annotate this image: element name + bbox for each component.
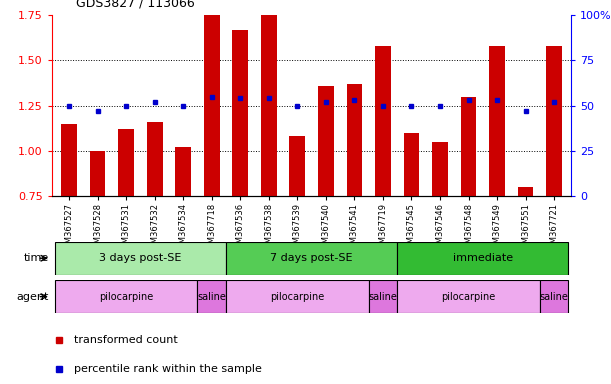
Text: GDS3827 / 113066: GDS3827 / 113066 — [76, 0, 195, 10]
Bar — [461, 97, 477, 196]
Text: pilocarpine: pilocarpine — [99, 291, 153, 302]
Bar — [204, 0, 219, 196]
Bar — [197, 280, 226, 313]
Text: transformed count: transformed count — [74, 335, 178, 345]
Bar — [546, 46, 562, 196]
Bar — [61, 124, 77, 196]
Bar — [119, 129, 134, 196]
Bar — [397, 242, 568, 275]
Text: pilocarpine: pilocarpine — [441, 291, 496, 302]
Bar — [290, 136, 305, 196]
Bar — [368, 280, 397, 313]
Text: saline: saline — [540, 291, 569, 302]
Bar — [540, 280, 568, 313]
Bar — [404, 133, 419, 196]
Bar — [318, 86, 334, 196]
Text: 3 days post-SE: 3 days post-SE — [99, 253, 181, 263]
Text: percentile rank within the sample: percentile rank within the sample — [74, 364, 262, 374]
Bar — [55, 242, 226, 275]
Bar — [489, 46, 505, 196]
Bar — [232, 30, 248, 196]
Bar — [90, 151, 106, 196]
Bar — [432, 142, 448, 196]
Bar — [518, 187, 533, 196]
Bar — [226, 242, 397, 275]
Text: pilocarpine: pilocarpine — [270, 291, 324, 302]
Bar — [346, 84, 362, 196]
Bar — [397, 280, 540, 313]
Text: saline: saline — [368, 291, 397, 302]
Text: saline: saline — [197, 291, 226, 302]
Bar — [175, 147, 191, 196]
Bar — [226, 280, 368, 313]
Text: time: time — [24, 253, 49, 263]
Bar — [375, 46, 391, 196]
Bar — [55, 280, 197, 313]
Bar — [261, 0, 277, 196]
Text: agent: agent — [16, 291, 49, 302]
Text: 7 days post-SE: 7 days post-SE — [270, 253, 353, 263]
Bar — [147, 122, 163, 196]
Text: immediate: immediate — [453, 253, 513, 263]
